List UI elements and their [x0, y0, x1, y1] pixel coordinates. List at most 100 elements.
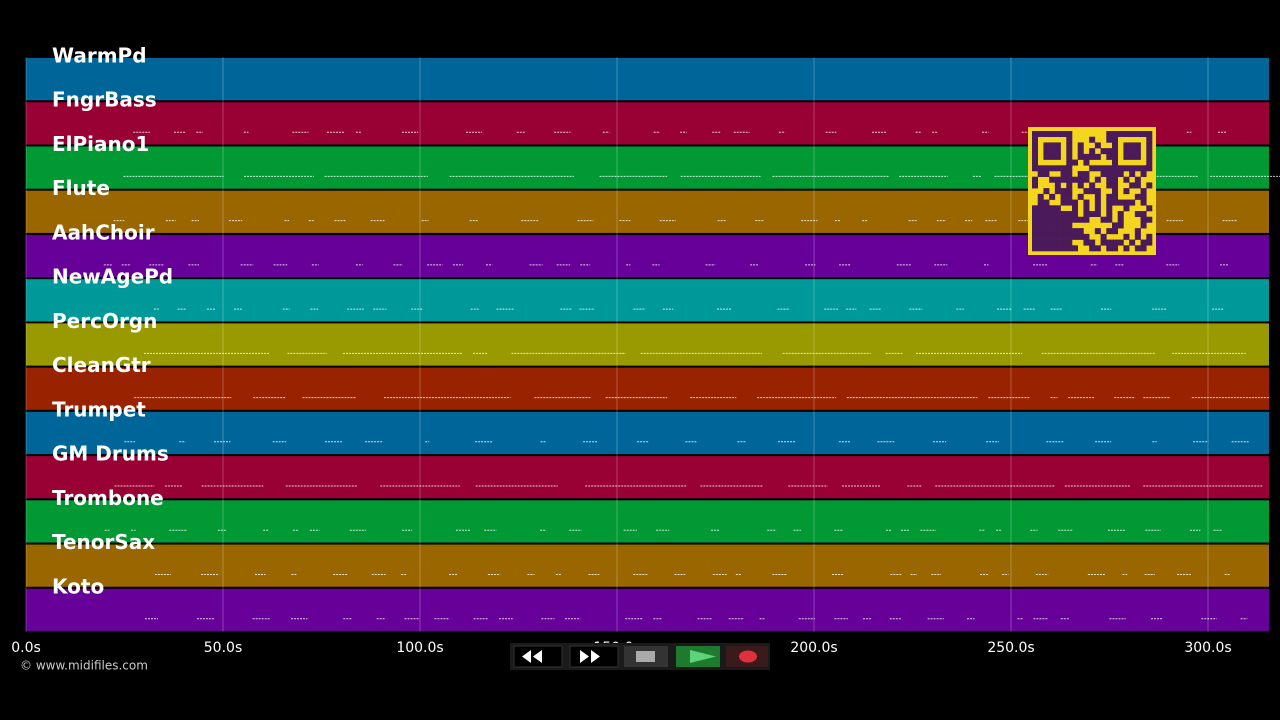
- qr-module: [1032, 239, 1039, 246]
- qr-module: [1083, 176, 1090, 183]
- qr-module: [1140, 171, 1147, 178]
- qr-module: [1123, 176, 1130, 183]
- track-lane: [26, 456, 1269, 499]
- qr-module: [1089, 245, 1096, 252]
- qr-module: [1043, 211, 1050, 218]
- qr-module: [1146, 165, 1153, 172]
- track-label: FngrBass: [52, 88, 157, 112]
- play-button[interactable]: [676, 646, 720, 667]
- rewind-button[interactable]: [513, 645, 563, 668]
- qr-module: [1129, 131, 1136, 138]
- qr-module: [1112, 159, 1119, 166]
- qr-module: [1054, 228, 1061, 235]
- qr-module: [1037, 233, 1044, 240]
- qr-module: [1032, 245, 1039, 252]
- qr-module: [1089, 148, 1096, 155]
- qr-module: [1037, 245, 1044, 252]
- qr-module: [1066, 131, 1073, 138]
- qr-module: [1066, 136, 1073, 143]
- qr-module: [1134, 182, 1141, 189]
- qr-module: [1146, 233, 1153, 240]
- qr-module: [1100, 233, 1107, 240]
- qr-module: [1112, 176, 1119, 183]
- qr-module: [1037, 228, 1044, 235]
- qr-module: [1032, 233, 1039, 240]
- qr-module: [1083, 171, 1090, 178]
- qr-module: [1043, 171, 1050, 178]
- qr-module: [1089, 165, 1096, 172]
- qr-module: [1060, 176, 1067, 183]
- qr-module: [1054, 165, 1061, 172]
- qr-module: [1060, 222, 1067, 229]
- qr-module: [1129, 153, 1136, 160]
- qr-module: [1100, 165, 1107, 172]
- qr-module: [1032, 159, 1039, 166]
- transport-controls: [510, 643, 770, 670]
- qr-module: [1112, 136, 1119, 143]
- qr-module: [1037, 211, 1044, 218]
- track-lane: [26, 367, 1269, 410]
- qr-module: [1032, 205, 1039, 212]
- qr-module: [1134, 176, 1141, 183]
- qr-module: [1083, 199, 1090, 206]
- track-lane: [26, 323, 1269, 366]
- qr-module: [1112, 199, 1119, 206]
- qr-module: [1037, 216, 1044, 223]
- qr-module: [1049, 245, 1056, 252]
- qr-module: [1043, 153, 1050, 160]
- qr-module: [1106, 176, 1113, 183]
- qr-module: [1129, 182, 1136, 189]
- qr-module: [1146, 182, 1153, 189]
- qr-module: [1112, 188, 1119, 195]
- stop-button[interactable]: [624, 646, 668, 667]
- qr-module: [1106, 182, 1113, 189]
- qr-module: [1146, 148, 1153, 155]
- qr-module: [1140, 211, 1147, 218]
- qr-module: [1072, 199, 1079, 206]
- record-button[interactable]: [726, 646, 768, 667]
- qr-module: [1083, 216, 1090, 223]
- qr-module: [1123, 165, 1130, 172]
- qr-module: [1129, 148, 1136, 155]
- qr-module: [1037, 199, 1044, 206]
- qr-module: [1049, 193, 1056, 200]
- qr-module: [1134, 153, 1141, 160]
- qr-module: [1129, 165, 1136, 172]
- qr-module: [1100, 171, 1107, 178]
- track-label: Trombone: [52, 486, 164, 510]
- fast-forward-button[interactable]: [569, 645, 619, 668]
- qr-module: [1077, 148, 1084, 155]
- qr-module: [1037, 205, 1044, 212]
- track-lane: [26, 279, 1269, 322]
- qr-module: [1049, 205, 1056, 212]
- qr-module: [1066, 193, 1073, 200]
- qr-module: [1106, 211, 1113, 218]
- qr-module: [1129, 199, 1136, 206]
- qr-module: [1066, 216, 1073, 223]
- qr-module: [1032, 165, 1039, 172]
- qr-module: [1077, 171, 1084, 178]
- qr-module: [1054, 142, 1061, 149]
- qr-module: [1106, 171, 1113, 178]
- qr-module: [1089, 211, 1096, 218]
- qr-module: [1054, 222, 1061, 229]
- qr-module: [1032, 148, 1039, 155]
- track-label: CleanGtr: [52, 353, 151, 377]
- qr-module: [1094, 193, 1101, 200]
- qr-module: [1060, 216, 1067, 223]
- qr-module: [1054, 216, 1061, 223]
- qr-module: [1146, 131, 1153, 138]
- qr-module: [1112, 142, 1119, 149]
- qr-module: [1060, 188, 1067, 195]
- qr-module: [1060, 233, 1067, 240]
- tick-label: 200.0s: [790, 640, 837, 656]
- qr-module: [1100, 216, 1107, 223]
- qr-module: [1077, 182, 1084, 189]
- qr-module: [1066, 159, 1073, 166]
- qr-module: [1072, 233, 1079, 240]
- qr-module: [1134, 211, 1141, 218]
- qr-module: [1123, 188, 1130, 195]
- qr-module: [1123, 131, 1130, 138]
- qr-module: [1140, 131, 1147, 138]
- qr-module: [1049, 142, 1056, 149]
